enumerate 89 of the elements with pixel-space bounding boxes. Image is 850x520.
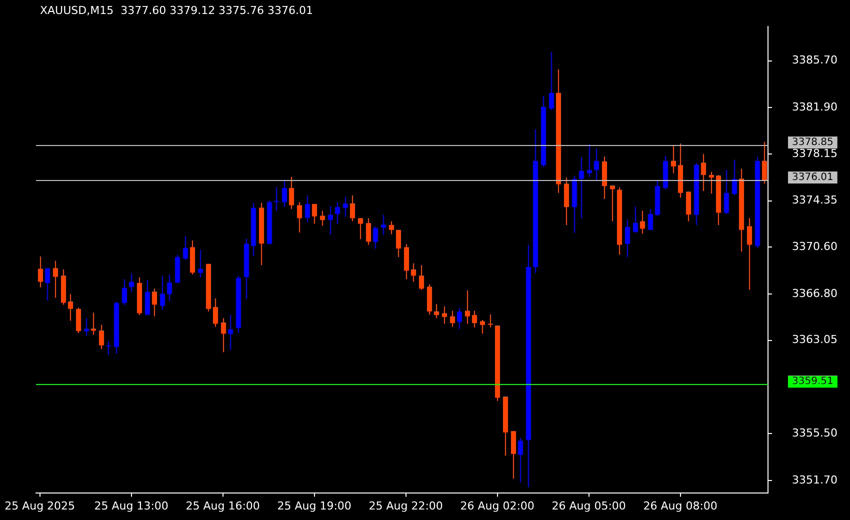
y-tick-label: 3355.50 xyxy=(792,426,838,440)
candlestick xyxy=(99,324,104,350)
candlestick xyxy=(358,218,363,240)
candlestick xyxy=(442,306,447,324)
candlestick xyxy=(457,307,462,330)
candlestick xyxy=(648,208,653,230)
candlestick xyxy=(389,220,394,235)
candlestick xyxy=(221,318,226,353)
x-tick-label: 25 Aug 22:00 xyxy=(368,499,443,512)
y-tick-label: 3374.35 xyxy=(792,194,838,207)
candlestick xyxy=(587,144,592,178)
candlestick xyxy=(45,268,50,301)
ref-line-label: 3359.51 xyxy=(792,376,834,388)
candlestick xyxy=(68,294,73,322)
candlestick xyxy=(762,142,767,184)
candlestick xyxy=(183,236,188,260)
candlestick xyxy=(129,272,134,292)
candlestick xyxy=(297,202,302,233)
x-tick-label: 25 Aug 2025 xyxy=(4,499,76,512)
candlestick xyxy=(686,191,691,222)
candlestick xyxy=(145,279,150,316)
candlestick xyxy=(167,274,172,302)
candlestick xyxy=(549,52,554,111)
candlestick xyxy=(122,278,127,306)
candlestick xyxy=(274,186,279,212)
candlestick xyxy=(625,218,630,258)
candlestick xyxy=(106,340,111,356)
candlestick xyxy=(381,214,386,236)
candlestick xyxy=(465,290,470,324)
chart-title: XAUUSD,M15 3377.60 3379.12 3375.76 3376.01 xyxy=(40,4,314,17)
x-tick-label: 26 Aug 05:00 xyxy=(552,499,626,512)
candlestick xyxy=(434,303,439,319)
candlestick xyxy=(404,244,409,280)
candlestick xyxy=(366,218,371,246)
x-tick-label: 26 Aug 02:00 xyxy=(460,499,534,512)
candlestick xyxy=(450,310,455,328)
candlestick xyxy=(160,275,165,310)
y-tick-label: 3366.80 xyxy=(792,286,838,300)
x-tick-label: 25 Aug 13:00 xyxy=(94,499,168,512)
candlestick xyxy=(594,148,599,182)
candlestick xyxy=(76,307,81,334)
candlestick xyxy=(320,210,325,226)
candlestick xyxy=(511,430,516,480)
y-tick-label: 3385.70 xyxy=(792,54,838,67)
candlestick xyxy=(633,206,638,233)
candlestick xyxy=(488,314,493,328)
y-tick-label: 3351.70 xyxy=(792,473,838,486)
candlestick xyxy=(419,264,424,290)
candlestick xyxy=(732,159,737,196)
candlestick xyxy=(84,318,89,337)
candlestick xyxy=(152,288,157,317)
candlestick xyxy=(518,437,523,483)
candlestick xyxy=(350,194,355,222)
candlestick xyxy=(724,170,729,214)
candlestick xyxy=(282,180,287,208)
candlestick xyxy=(373,226,378,249)
candlestick xyxy=(53,260,58,298)
candlestick xyxy=(213,298,218,328)
candlestick xyxy=(328,205,333,235)
candlestick xyxy=(312,203,317,224)
candlestick xyxy=(564,176,569,226)
candlestick xyxy=(396,229,401,258)
candlestick xyxy=(343,196,348,217)
candlestick xyxy=(198,249,203,278)
ref-line-label: 3378.85 xyxy=(792,137,834,148)
x-tick-label: 26 Aug 08:00 xyxy=(643,499,718,512)
y-tick-label: 3363.05 xyxy=(792,333,838,346)
candlestick xyxy=(701,153,706,192)
candlestick xyxy=(671,145,676,174)
candlestick xyxy=(747,218,752,290)
y-tick-label: 3381.90 xyxy=(792,100,838,114)
candlestick xyxy=(640,210,645,234)
x-tick-label: 25 Aug 16:00 xyxy=(186,499,260,512)
candlestick xyxy=(289,176,294,210)
candlestick xyxy=(472,310,477,328)
candlestick xyxy=(610,184,615,222)
candlestick xyxy=(480,319,485,334)
x-tick-label: 25 Aug 19:00 xyxy=(277,499,352,512)
candlestick xyxy=(709,171,714,194)
candlestick xyxy=(38,256,43,288)
candlestick xyxy=(335,201,340,224)
y-tick-label: 3378.15 xyxy=(792,146,838,160)
candlestick xyxy=(305,194,310,222)
candlestick xyxy=(411,262,416,282)
ref-line-label: 3376.01 xyxy=(792,172,834,184)
candlestick xyxy=(579,156,584,219)
candlestick xyxy=(228,314,233,350)
candlestick xyxy=(91,312,96,336)
y-tick-label: 3370.60 xyxy=(792,240,838,254)
